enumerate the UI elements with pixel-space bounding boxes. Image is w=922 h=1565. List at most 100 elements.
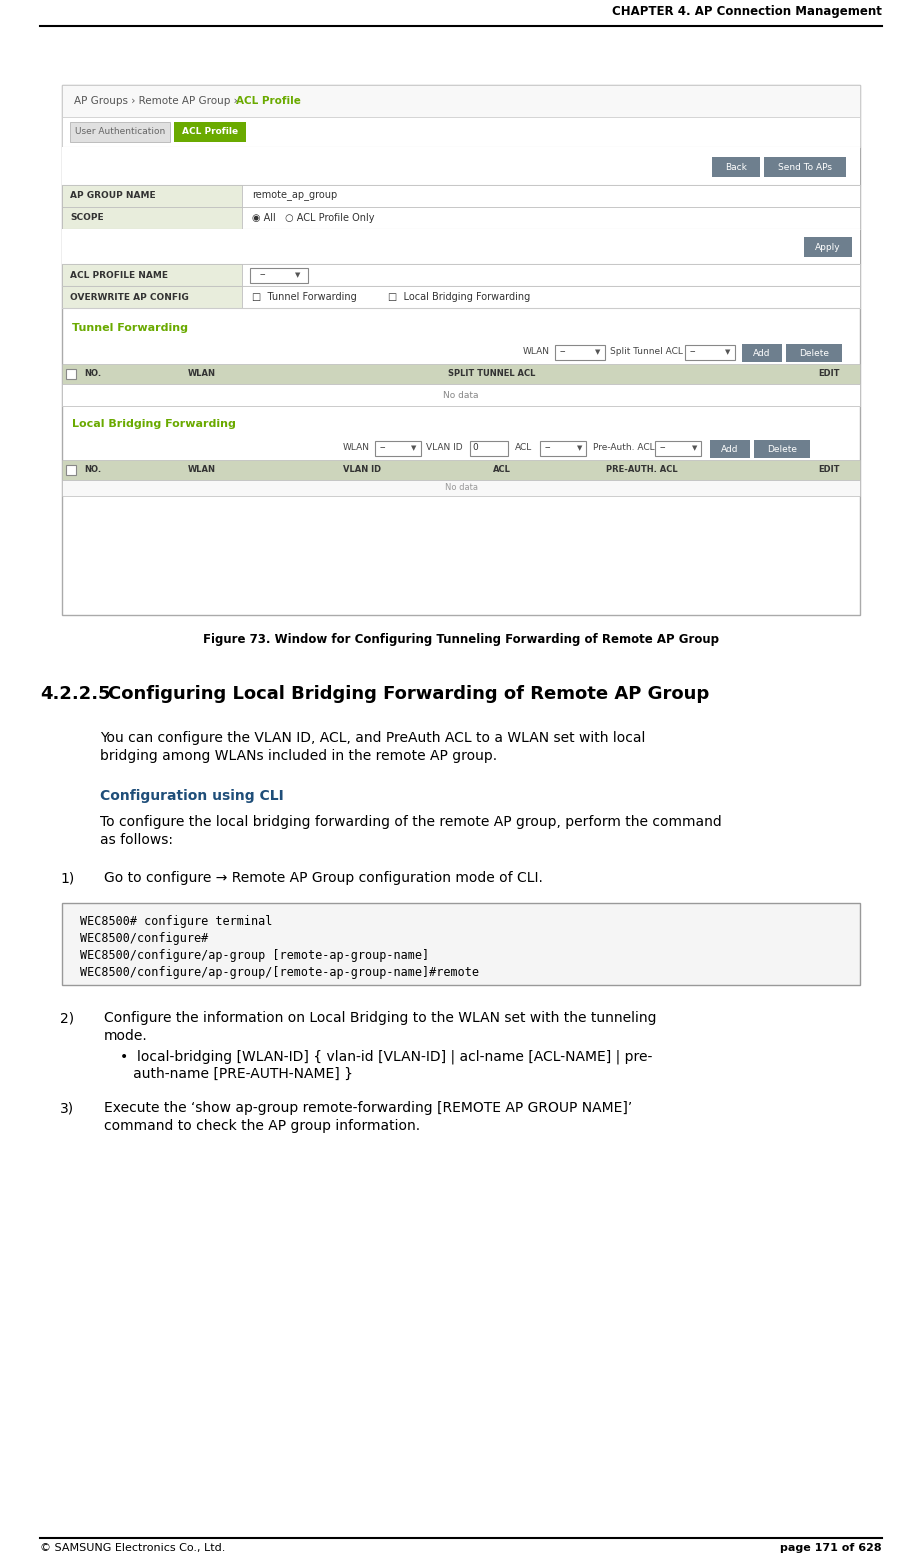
Text: VLAN ID: VLAN ID <box>426 443 463 452</box>
Bar <box>242 185 860 207</box>
Bar <box>242 264 860 286</box>
Bar <box>375 441 421 455</box>
Text: mode.: mode. <box>104 1030 148 1042</box>
Text: NO.: NO. <box>84 465 101 474</box>
Bar <box>62 460 860 480</box>
Text: Apply: Apply <box>815 243 841 252</box>
Text: remote_ap_group: remote_ap_group <box>252 191 337 202</box>
Text: PRE-AUTH. ACL: PRE-AUTH. ACL <box>606 465 678 474</box>
Text: Delete: Delete <box>799 349 829 357</box>
Text: No data: No data <box>443 391 479 399</box>
Bar <box>66 465 76 476</box>
Bar <box>66 369 76 379</box>
Text: WEC8500/configure/ap-group [remote-ap-group-name]: WEC8500/configure/ap-group [remote-ap-gr… <box>80 948 429 962</box>
Text: SPLIT TUNNEL ACL: SPLIT TUNNEL ACL <box>448 369 536 379</box>
Text: Local Bridging Forwarding: Local Bridging Forwarding <box>72 419 236 429</box>
Text: To configure the local bridging forwarding of the remote AP group, perform the c: To configure the local bridging forwardi… <box>100 815 722 829</box>
Bar <box>242 207 860 228</box>
Bar <box>242 286 860 308</box>
Bar <box>62 480 860 496</box>
Bar <box>62 228 860 264</box>
Text: SCOPE: SCOPE <box>70 213 103 222</box>
Text: WEC8500/configure#: WEC8500/configure# <box>80 933 208 945</box>
Bar <box>62 147 860 185</box>
Text: command to check the AP group information.: command to check the AP group informatio… <box>104 1119 420 1133</box>
Text: ▼: ▼ <box>726 349 731 355</box>
Text: --: -- <box>545 443 551 452</box>
Text: ACL PROFILE NAME: ACL PROFILE NAME <box>70 271 168 280</box>
Text: □  Tunnel Forwarding          □  Local Bridging Forwarding: □ Tunnel Forwarding □ Local Bridging For… <box>252 293 530 302</box>
Text: --: -- <box>660 443 667 452</box>
Text: User Authentication: User Authentication <box>75 127 165 136</box>
Text: Configuring Local Bridging Forwarding of Remote AP Group: Configuring Local Bridging Forwarding of… <box>108 685 709 703</box>
Text: Delete: Delete <box>767 444 797 454</box>
Bar <box>754 440 810 459</box>
Text: Execute the ‘show ap-group remote-forwarding [REMOTE AP GROUP NAME]’: Execute the ‘show ap-group remote-forwar… <box>104 1102 632 1114</box>
Text: WEC8500# configure terminal: WEC8500# configure terminal <box>80 916 272 928</box>
Text: Pre-Auth. ACL: Pre-Auth. ACL <box>593 443 655 452</box>
Text: WLAN: WLAN <box>188 465 216 474</box>
Bar <box>62 85 860 615</box>
Bar <box>742 344 782 362</box>
Text: 3): 3) <box>60 1102 74 1114</box>
Text: WLAN: WLAN <box>343 443 370 452</box>
Bar <box>804 236 852 257</box>
Text: OVERWRITE AP CONFIG: OVERWRITE AP CONFIG <box>70 293 189 302</box>
Text: WLAN: WLAN <box>523 347 550 357</box>
Text: ▼: ▼ <box>692 444 698 451</box>
Text: ▼: ▼ <box>411 444 417 451</box>
Text: auth-name [PRE-AUTH-NAME] }: auth-name [PRE-AUTH-NAME] } <box>120 1067 353 1081</box>
Bar <box>710 440 750 459</box>
Text: --: -- <box>380 443 386 452</box>
Text: --: -- <box>690 347 696 357</box>
Bar <box>62 85 860 117</box>
Bar <box>764 156 846 177</box>
Text: NO.: NO. <box>84 369 101 379</box>
Text: 2): 2) <box>60 1011 74 1025</box>
Text: ACL: ACL <box>515 443 532 452</box>
Text: ACL: ACL <box>493 465 511 474</box>
Text: WLAN: WLAN <box>188 369 216 379</box>
Bar <box>62 383 860 405</box>
Bar <box>712 156 760 177</box>
Text: ▼: ▼ <box>295 272 301 279</box>
Bar <box>70 122 170 142</box>
Bar <box>62 185 242 207</box>
Text: Tunnel Forwarding: Tunnel Forwarding <box>72 322 188 333</box>
Text: Add: Add <box>753 349 771 357</box>
Text: 4.2.2.5: 4.2.2.5 <box>40 685 111 703</box>
Text: --: -- <box>260 271 266 280</box>
Text: page 171 of 628: page 171 of 628 <box>780 1543 882 1552</box>
Text: 1): 1) <box>60 872 75 884</box>
Text: CHAPTER 4. AP Connection Management: CHAPTER 4. AP Connection Management <box>612 5 882 19</box>
Bar <box>655 441 701 455</box>
Text: © SAMSUNG Electronics Co., Ltd.: © SAMSUNG Electronics Co., Ltd. <box>40 1543 225 1552</box>
Bar <box>62 264 242 286</box>
Text: ACL Profile: ACL Profile <box>236 95 301 106</box>
Text: --: -- <box>560 347 566 357</box>
Text: ▼: ▼ <box>577 444 583 451</box>
Text: Configure the information on Local Bridging to the WLAN set with the tunneling: Configure the information on Local Bridg… <box>104 1011 656 1025</box>
Text: No data: No data <box>444 484 478 493</box>
Text: Send To APs: Send To APs <box>778 163 832 172</box>
Text: EDIT: EDIT <box>819 369 840 379</box>
Bar <box>786 344 842 362</box>
Bar <box>555 344 605 360</box>
Text: 0: 0 <box>472 443 478 452</box>
Bar <box>174 122 246 142</box>
Bar <box>540 441 586 455</box>
Bar <box>250 268 308 283</box>
Text: Split Tunnel ACL: Split Tunnel ACL <box>610 347 683 357</box>
Bar <box>685 344 735 360</box>
Text: bridging among WLANs included in the remote AP group.: bridging among WLANs included in the rem… <box>100 750 497 764</box>
Text: ▼: ▼ <box>596 349 601 355</box>
Bar <box>62 117 860 147</box>
Text: as follows:: as follows: <box>100 833 173 847</box>
Bar <box>62 286 242 308</box>
Text: Back: Back <box>725 163 747 172</box>
Text: Add: Add <box>721 444 739 454</box>
Text: Go to configure → Remote AP Group configuration mode of CLI.: Go to configure → Remote AP Group config… <box>104 872 543 884</box>
Text: EDIT: EDIT <box>819 465 840 474</box>
Text: ACL Profile: ACL Profile <box>182 127 238 136</box>
Bar <box>62 365 860 383</box>
